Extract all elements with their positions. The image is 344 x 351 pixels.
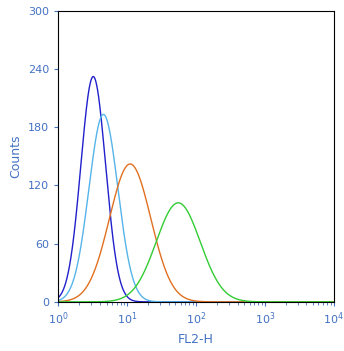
X-axis label: FL2-H: FL2-H — [178, 333, 214, 346]
Y-axis label: Counts: Counts — [10, 134, 23, 178]
